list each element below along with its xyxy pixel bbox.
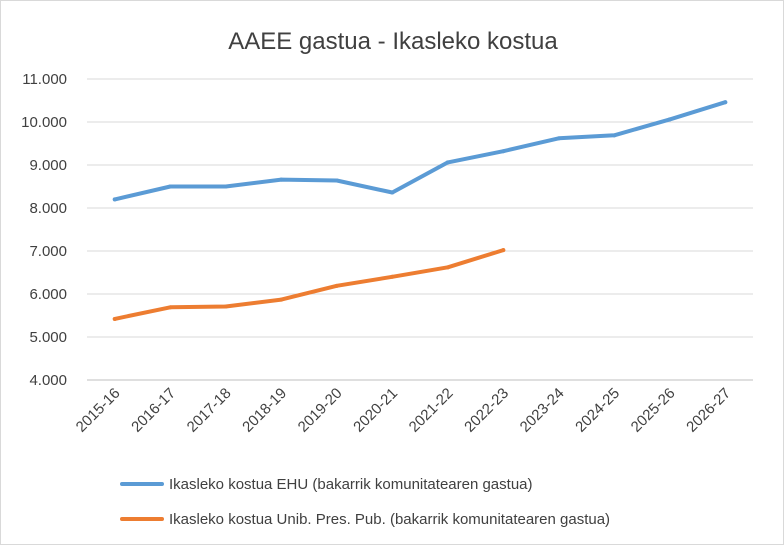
data-point [112,316,117,321]
data-point [445,265,450,270]
y-tick-label: 11.000 [22,71,67,88]
x-tick-label: 2016-17 [128,385,179,436]
data-point [556,136,561,141]
data-point [334,178,339,183]
y-axis-ticks: 4.000 5.000 6.000 7.000 8.000 9.000 10.000 11.0… [21,71,67,389]
data-point [612,133,617,138]
data-point [445,160,450,165]
grid-layer [87,78,753,381]
x-tick-label: 2026-27 [683,385,734,436]
x-tick-label: 2023-24 [517,385,568,436]
data-point [112,197,117,202]
y-tick-label: 5.000 [29,329,67,346]
x-tick-label: 2018-19 [239,385,290,436]
data-point [279,177,284,182]
x-tick-label: 2019-20 [295,385,346,436]
series-layer [112,100,728,321]
data-point [168,305,173,310]
data-point [667,117,672,122]
x-axis-ticks: 2015-16 2016-17 2017-18 2018-19 2019-20 2020-… [73,385,734,436]
chart-title: AAEE gastua - Ikasleko kostua [228,28,558,55]
data-point [223,184,228,189]
data-point [723,100,728,105]
x-tick-label: 2017-18 [184,385,235,436]
data-point [279,297,284,302]
x-tick-label: 2020-21 [350,385,401,436]
data-point [390,190,395,195]
legend-label: Ikasleko kostua EHU (bakarrik komunitate… [169,476,533,493]
legend-label: Ikasleko kostua Unib. Pres. Pub. (bakarr… [169,511,610,528]
data-point [390,274,395,279]
data-point [501,248,506,253]
data-point [501,149,506,154]
x-tick-label: 2025-26 [628,385,679,436]
y-tick-label: 7.000 [29,243,67,260]
data-point [223,304,228,309]
y-tick-label: 4.000 [29,372,67,389]
y-tick-label: 8.000 [29,200,67,217]
legend: Ikasleko kostua EHU (bakarrik komunitate… [120,476,610,528]
x-tick-label: 2024-25 [572,385,623,436]
data-point [334,283,339,288]
x-tick-label: 2021-22 [406,385,457,436]
y-tick-label: 9.000 [29,157,67,174]
data-point [168,184,173,189]
y-tick-label: 6.000 [29,286,67,303]
series-line-1 [112,100,728,202]
y-tick-label: 10.000 [21,114,67,131]
x-tick-label: 2022-23 [461,385,512,436]
x-tick-label: 2015-16 [73,385,124,436]
series-line-2 [112,248,506,321]
